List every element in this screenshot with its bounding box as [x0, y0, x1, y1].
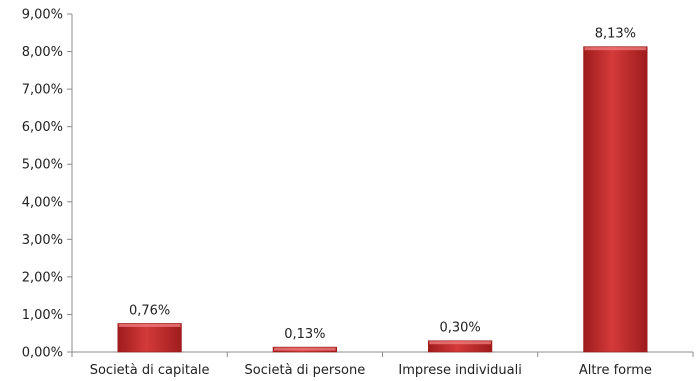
bar-highlight — [429, 341, 491, 345]
y-tick-label: 9,00% — [22, 8, 63, 23]
y-tick-label: 6,00% — [22, 120, 63, 135]
category-label: Altre forme — [579, 363, 652, 378]
y-tick-label: 7,00% — [22, 83, 63, 98]
category-label: Società di capitale — [90, 363, 210, 378]
data-label: 0,76% — [129, 303, 170, 318]
y-tick-label: 3,00% — [22, 233, 63, 248]
bars — [117, 46, 648, 353]
y-tick-label: 0,00% — [22, 346, 63, 361]
data-label: 0,13% — [284, 327, 325, 342]
y-axis-ticks: 0,00% 1,00% 2,00% 3,00% 4,00% 5,00% 6,00% 7,00%… — [22, 8, 72, 361]
bar-highlight — [584, 47, 647, 51]
data-label: 8,13% — [595, 27, 636, 42]
y-tick-label: 4,00% — [22, 195, 63, 210]
y-tick-label: 8,00% — [22, 45, 63, 60]
y-tick-label: 2,00% — [22, 270, 63, 285]
bar — [427, 340, 493, 353]
data-label: 0,30% — [439, 321, 480, 336]
bar — [583, 46, 648, 353]
bar-highlight — [274, 347, 336, 351]
x-axis-categories: Società di capitale Società di persone Imp… — [90, 363, 652, 378]
data-labels: 0,76% 0,13% 0,30% 8,13% — [129, 27, 636, 342]
bar-highlight — [118, 323, 181, 327]
y-tick-label: 1,00% — [22, 308, 63, 323]
bar — [117, 323, 182, 353]
y-tick-label: 5,00% — [22, 158, 63, 173]
category-label: Società di persone — [245, 363, 366, 378]
category-label: Imprese individuali — [398, 363, 521, 378]
